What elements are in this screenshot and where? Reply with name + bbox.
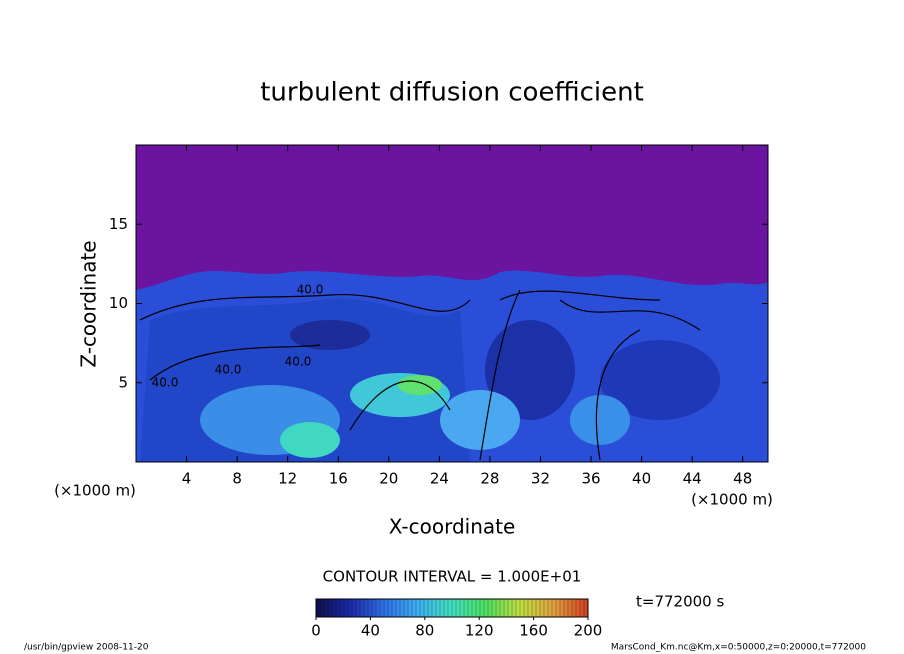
x-tick-label: 28 — [480, 470, 499, 488]
x-tick-label: 44 — [683, 470, 702, 488]
colorbar-tick-label: 160 — [519, 622, 548, 640]
x-unit-left: (×1000 m) — [54, 482, 136, 500]
x-tick-label: 4 — [182, 470, 192, 488]
x-tick-label: 8 — [232, 470, 242, 488]
x-tick-label: 16 — [329, 470, 348, 488]
x-tick-label: 24 — [430, 470, 449, 488]
x-axis-label: X-coordinate — [389, 515, 516, 539]
y-tick-label: 15 — [109, 215, 128, 233]
colorbar-tick-label: 120 — [465, 622, 494, 640]
y-axis-label: Z-coordinate — [77, 240, 101, 367]
chart-title: turbulent diffusion coefficient — [260, 78, 644, 108]
footer-right: MarsCond_Km.nc@Km,x=0:50000,z=0:20000,t=… — [611, 643, 866, 653]
colorbar-tick-label: 80 — [415, 622, 434, 640]
footer-left: /usr/bin/gpview 2008-11-20 — [24, 643, 149, 653]
contour-label: 40.0 — [152, 376, 179, 390]
x-tick-label: 48 — [733, 470, 752, 488]
x-tick-label: 40 — [632, 470, 651, 488]
x-unit-right: (×1000 m) — [691, 491, 773, 509]
colorbar-tick-label: 40 — [361, 622, 380, 640]
contour-label: 40.0 — [285, 355, 312, 369]
field — [136, 145, 768, 462]
colorbar-tick-label: 200 — [574, 622, 603, 640]
x-tick-label: 20 — [379, 470, 398, 488]
contour-label: 40.0 — [297, 283, 324, 297]
y-tick-label: 10 — [109, 294, 128, 312]
time-label: t=772000 s — [636, 593, 724, 611]
x-tick-label: 36 — [581, 470, 600, 488]
colorbar-tick-label: 0 — [311, 622, 321, 640]
y-tick-label: 5 — [118, 373, 128, 391]
x-tick-label: 12 — [278, 470, 297, 488]
contour-label: 40.0 — [215, 363, 242, 377]
contour-interval: CONTOUR INTERVAL = 1.000E+01 — [323, 568, 582, 586]
x-tick-label: 32 — [531, 470, 550, 488]
